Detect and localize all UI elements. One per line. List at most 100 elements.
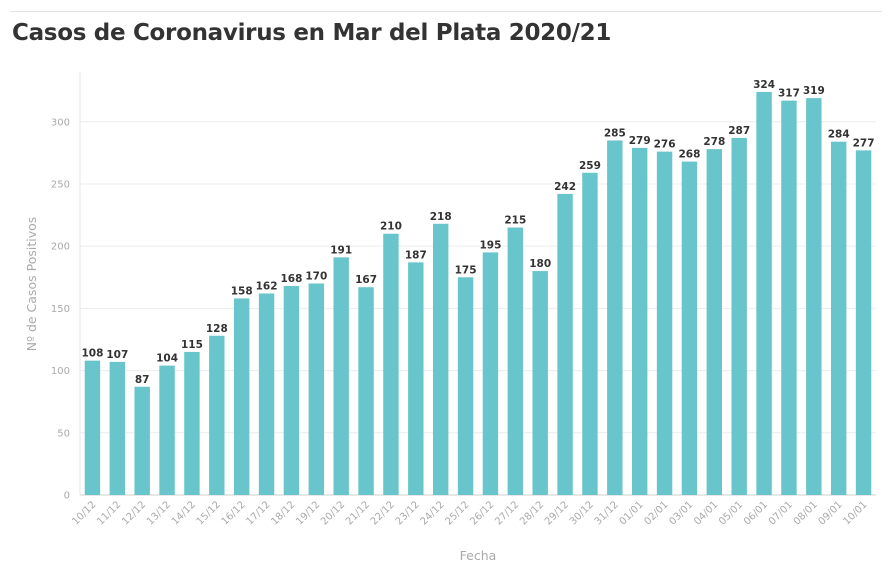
x-axis-title: Fecha: [460, 548, 497, 563]
bar: [731, 137, 747, 495]
bar: [557, 193, 573, 495]
x-tick-label: 24/12: [419, 499, 447, 527]
bar: [656, 151, 673, 495]
x-tick-label: 07/01: [767, 499, 795, 527]
bar-value-label: 162: [256, 280, 278, 292]
bar-value-label: 278: [703, 136, 725, 148]
bar-value-label: 115: [181, 339, 203, 351]
x-tick-label: 09/01: [817, 499, 845, 527]
x-tick-label: 14/12: [170, 499, 198, 527]
bar: [258, 293, 275, 495]
x-tick-label: 21/12: [344, 499, 372, 527]
bar: [308, 283, 325, 495]
bar: [781, 100, 797, 495]
x-tick-label: 30/12: [568, 499, 596, 527]
bar: [333, 257, 349, 495]
bar-value-label: 242: [554, 181, 576, 193]
x-tick-label: 08/01: [792, 499, 820, 527]
bar-value-label: 210: [380, 221, 402, 233]
y-tick-label: 300: [51, 117, 70, 128]
bar: [507, 227, 524, 495]
bar: [830, 141, 847, 495]
bar: [358, 287, 374, 495]
x-tick-label: 16/12: [220, 499, 248, 527]
bar: [233, 298, 250, 495]
bar: [607, 140, 623, 496]
bar-value-label: 317: [778, 88, 800, 100]
y-tick-label: 50: [57, 428, 70, 439]
x-tick-label: 12/12: [120, 499, 148, 527]
y-tick-label: 100: [51, 366, 70, 377]
bar: [631, 147, 648, 495]
bar-value-label: 108: [81, 348, 103, 360]
bar: [84, 360, 101, 495]
y-tick-label: 200: [51, 242, 70, 253]
bar: [806, 98, 822, 496]
bar-value-label: 167: [355, 274, 377, 286]
x-tick-label: 31/12: [593, 499, 621, 527]
bar-value-label: 259: [579, 160, 601, 172]
chart-title: Casos de Coronavirus en Mar del Plata 20…: [12, 20, 612, 46]
x-tick-label: 27/12: [493, 499, 521, 527]
bar-value-label: 284: [828, 129, 850, 141]
bar-value-label: 218: [430, 211, 452, 223]
bar-value-label: 195: [479, 239, 501, 251]
bar-value-label: 168: [280, 273, 302, 285]
y-tick-label: 0: [64, 491, 70, 502]
x-tick-label: 18/12: [269, 499, 297, 527]
bar-value-label: 191: [330, 244, 352, 256]
bar: [582, 172, 598, 495]
bar: [159, 365, 175, 495]
bar: [408, 262, 424, 495]
bar-value-label: 268: [678, 149, 700, 161]
bar-value-label: 180: [529, 258, 551, 270]
bar-value-label: 158: [231, 285, 253, 297]
x-tick-label: 06/01: [742, 499, 770, 527]
bars: [84, 91, 872, 496]
bar-value-label: 276: [654, 139, 676, 151]
x-tick-label: 26/12: [468, 499, 496, 527]
y-axis-title: Nº de Casos Positivos: [24, 217, 39, 352]
bar: [283, 285, 300, 495]
x-tick-label: 20/12: [319, 499, 347, 527]
bar-value-label: 287: [728, 125, 750, 137]
bar: [109, 361, 126, 495]
bar: [457, 277, 474, 495]
bar: [432, 223, 449, 495]
bar-value-label: 324: [753, 79, 775, 91]
x-tick-label: 28/12: [518, 499, 546, 527]
bar: [482, 252, 499, 495]
bar: [681, 161, 698, 495]
x-tick-label: 23/12: [394, 499, 422, 527]
y-tick-label: 250: [51, 179, 70, 190]
x-axis-ticks: 10/1211/1212/1213/1214/1215/1216/1217/12…: [70, 499, 869, 527]
bar-value-label: 319: [803, 85, 825, 97]
x-tick-label: 11/12: [95, 499, 123, 527]
y-tick-label: 150: [51, 304, 70, 315]
bar-value-label: 187: [405, 249, 427, 261]
bar: [134, 386, 150, 495]
bar-value-label: 215: [504, 215, 526, 227]
x-tick-label: 10/01: [842, 499, 870, 527]
bar: [706, 149, 723, 495]
bar: [855, 150, 872, 496]
x-tick-label: 01/01: [618, 499, 646, 527]
x-tick-label: 22/12: [369, 499, 397, 527]
bar-value-label: 87: [135, 374, 150, 386]
x-tick-label: 10/12: [70, 499, 98, 527]
bar: [184, 351, 200, 495]
bar-value-label: 277: [853, 137, 875, 149]
x-tick-label: 15/12: [195, 499, 223, 527]
bar-value-label: 128: [206, 323, 228, 335]
bar-value-label: 107: [106, 349, 128, 361]
x-tick-label: 13/12: [145, 499, 173, 527]
bar-value-label: 175: [455, 264, 477, 276]
bar: [532, 271, 548, 495]
bar-value-label: 104: [156, 353, 178, 365]
bar: [756, 91, 772, 495]
x-tick-label: 04/01: [692, 499, 720, 527]
bar-value-label: 279: [629, 135, 651, 147]
x-tick-label: 19/12: [294, 499, 322, 527]
y-axis-ticks: 0 50 100 150 200 250 300: [51, 117, 70, 501]
